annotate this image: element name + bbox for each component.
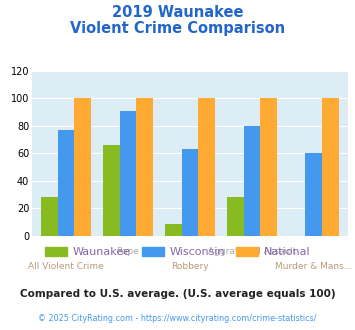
Text: Compared to U.S. average. (U.S. average equals 100): Compared to U.S. average. (U.S. average …: [20, 289, 335, 299]
Bar: [227, 197, 244, 236]
Bar: [322, 98, 339, 236]
Text: Violent Crime Comparison: Violent Crime Comparison: [70, 21, 285, 36]
Text: 2019 Waunakee: 2019 Waunakee: [112, 5, 243, 20]
Bar: [165, 224, 181, 236]
Bar: [305, 153, 322, 236]
Text: Aggravated Assault: Aggravated Assault: [208, 248, 296, 256]
Bar: [103, 145, 120, 236]
Bar: [75, 98, 91, 236]
Bar: [136, 98, 153, 236]
Bar: [260, 98, 277, 236]
Bar: [244, 126, 260, 236]
Bar: [41, 197, 58, 236]
Text: All Violent Crime: All Violent Crime: [28, 262, 104, 271]
Text: © 2025 CityRating.com - https://www.cityrating.com/crime-statistics/: © 2025 CityRating.com - https://www.city…: [38, 314, 317, 323]
Bar: [58, 130, 75, 236]
Text: Rape: Rape: [116, 248, 140, 256]
Bar: [198, 98, 215, 236]
Legend: Waunakee, Wisconsin, National: Waunakee, Wisconsin, National: [40, 242, 315, 262]
Text: Murder & Mans...: Murder & Mans...: [275, 262, 353, 271]
Bar: [181, 149, 198, 236]
Text: Robbery: Robbery: [171, 262, 209, 271]
Bar: [120, 111, 136, 236]
